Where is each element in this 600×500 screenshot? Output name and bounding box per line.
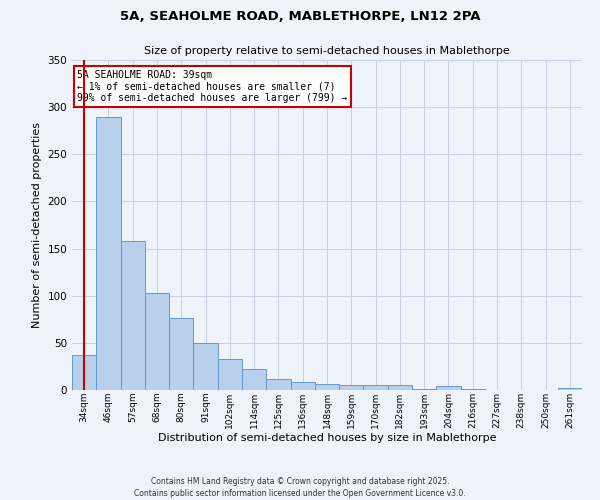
Y-axis label: Number of semi-detached properties: Number of semi-detached properties	[32, 122, 42, 328]
Text: 5A SEAHOLME ROAD: 39sqm
← 1% of semi-detached houses are smaller (7)
99% of semi: 5A SEAHOLME ROAD: 39sqm ← 1% of semi-det…	[77, 70, 347, 103]
Bar	[436, 386, 461, 390]
Bar	[388, 386, 412, 390]
Bar	[193, 343, 218, 390]
Bar	[121, 241, 145, 390]
Bar	[461, 389, 485, 390]
Bar	[72, 355, 96, 390]
Bar	[169, 318, 193, 390]
Bar	[339, 386, 364, 390]
Bar	[290, 382, 315, 390]
Bar	[315, 384, 339, 390]
Bar	[242, 370, 266, 390]
Bar	[145, 293, 169, 390]
Bar	[96, 116, 121, 390]
X-axis label: Distribution of semi-detached houses by size in Mablethorpe: Distribution of semi-detached houses by …	[158, 434, 496, 444]
Bar	[364, 386, 388, 390]
Text: Contains HM Land Registry data © Crown copyright and database right 2025.
Contai: Contains HM Land Registry data © Crown c…	[134, 476, 466, 498]
Text: 5A, SEAHOLME ROAD, MABLETHORPE, LN12 2PA: 5A, SEAHOLME ROAD, MABLETHORPE, LN12 2PA	[120, 10, 480, 23]
Bar	[412, 389, 436, 390]
Bar	[218, 359, 242, 390]
Bar	[266, 378, 290, 390]
Title: Size of property relative to semi-detached houses in Mablethorpe: Size of property relative to semi-detach…	[144, 46, 510, 56]
Bar	[558, 388, 582, 390]
